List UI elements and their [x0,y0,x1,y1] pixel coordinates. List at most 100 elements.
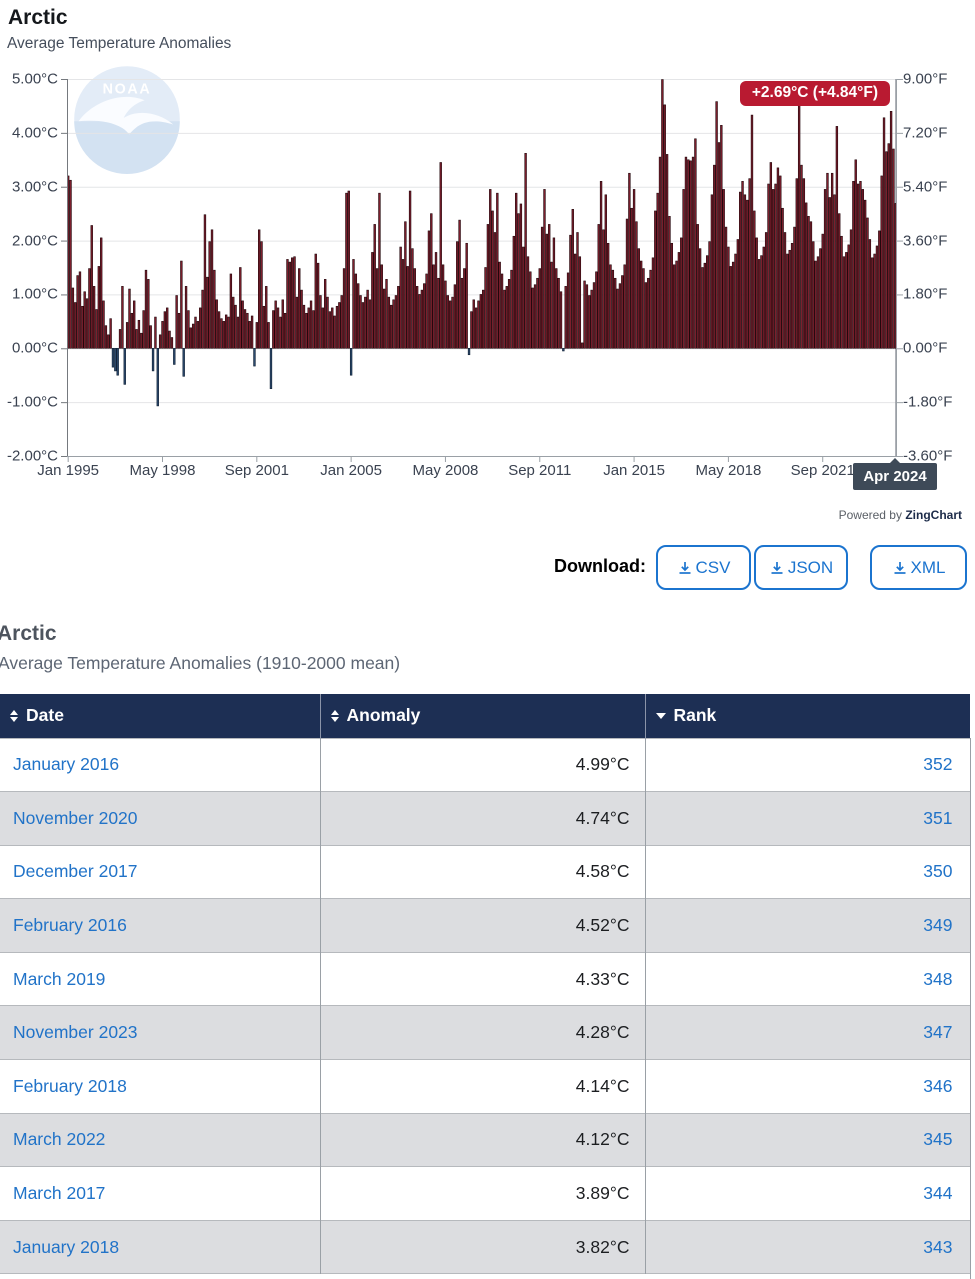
anomaly-bar[interactable] [243,309,247,349]
anomaly-bar[interactable] [555,268,558,349]
anomaly-bar[interactable] [166,307,169,349]
anomaly-bar[interactable] [458,219,461,349]
anomaly-bar[interactable] [889,111,893,349]
anomaly-bar[interactable] [875,245,879,349]
anomaly-bar[interactable] [755,237,758,349]
anomaly-bar[interactable] [540,226,544,349]
anomaly-bar[interactable] [335,305,339,349]
anomaly-bar[interactable] [427,230,431,349]
anomaly-bar[interactable] [260,241,263,349]
anomaly-bar[interactable] [286,259,289,349]
anomaly-bar[interactable] [194,316,197,349]
anomaly-bar[interactable] [602,229,605,349]
anomaly-bar[interactable] [826,172,829,349]
anomaly-bar[interactable] [717,142,721,349]
anomaly-bar[interactable] [97,266,101,349]
anomaly-bar[interactable] [420,289,424,349]
anomaly-bar[interactable] [274,300,277,349]
anomaly-bar[interactable] [871,257,874,349]
anomaly-bar[interactable] [71,287,75,349]
anomaly-bar[interactable] [92,286,96,349]
anomaly-bar[interactable] [769,162,773,349]
anomaly-bar[interactable] [743,194,747,349]
anomaly-bar[interactable] [609,264,612,349]
anomaly-bar[interactable] [783,232,787,349]
anomaly-bar[interactable] [189,327,192,349]
anomaly-bar[interactable] [399,246,402,349]
anomaly-bar[interactable] [698,248,702,349]
anomaly-bar[interactable] [404,221,407,349]
anomaly-bar[interactable] [675,260,678,349]
anomaly-bar[interactable] [493,232,497,349]
anomaly-bar[interactable] [149,325,152,349]
anomaly-bar[interactable] [380,264,383,349]
anomaly-bar[interactable] [515,192,518,349]
anomaly-bar[interactable] [81,305,84,349]
anomaly-bar[interactable] [444,280,447,349]
anomaly-bar[interactable] [691,156,695,349]
date-link[interactable]: February 2018 [13,1075,127,1096]
anomaly-bar[interactable] [498,261,501,349]
anomaly-bar[interactable] [823,189,827,349]
anomaly-bar[interactable] [571,209,574,349]
anomaly-bar[interactable] [467,347,471,356]
anomaly-bar[interactable] [611,269,615,349]
anomaly-bar[interactable] [663,104,666,349]
anomaly-bar[interactable] [425,273,428,349]
anomaly-bar[interactable] [234,304,237,349]
anomaly-bar[interactable] [545,233,549,349]
anomaly-bar[interactable] [446,295,449,349]
anomaly-bar[interactable] [552,237,556,349]
anomaly-bar[interactable] [477,300,480,349]
anomaly-bar[interactable] [408,190,412,349]
anomaly-bar[interactable] [184,286,188,349]
anomaly-bar[interactable] [564,286,567,349]
anomaly-bar[interactable] [708,241,711,349]
anomaly-bar[interactable] [779,175,782,349]
anomaly-bar[interactable] [309,300,313,349]
anomaly-bar[interactable] [866,217,869,349]
anomaly-bar[interactable] [536,277,539,349]
anomaly-bar[interactable] [116,347,119,376]
anomaly-bar[interactable] [76,275,79,349]
anomaly-bar[interactable] [144,269,148,349]
anomaly-bar[interactable] [352,259,355,349]
anomaly-bar[interactable] [687,159,690,349]
anomaly-bar[interactable] [668,216,671,349]
anomaly-bar[interactable] [397,286,400,349]
anomaly-bar[interactable] [354,273,358,349]
anomaly-bar[interactable] [114,347,117,372]
anomaly-bar[interactable] [206,276,209,349]
anomaly-bar[interactable] [856,183,860,349]
anomaly-bar[interactable] [859,181,862,349]
anomaly-bar[interactable] [227,316,230,349]
anomaly-bar[interactable] [559,291,563,349]
anomaly-bar[interactable] [774,183,777,349]
anomaly-bar[interactable] [262,305,266,349]
anomaly-bar[interactable] [316,262,320,349]
anomaly-bar[interactable] [328,311,332,349]
anomaly-bar[interactable] [474,307,478,349]
anomaly-bar[interactable] [293,256,296,349]
date-link[interactable]: March 2019 [13,968,106,989]
date-link[interactable]: December 2017 [13,861,138,882]
anomaly-bar[interactable] [562,347,565,352]
anomaly-bar[interactable] [378,192,381,349]
anomaly-bar[interactable] [713,164,716,349]
download-json-button[interactable]: JSON [754,545,848,590]
anomaly-bar[interactable] [182,347,185,377]
anomaly-bar[interactable] [168,330,171,349]
anomaly-bar[interactable] [401,259,405,349]
anomaly-bar[interactable] [248,321,251,349]
anomaly-bar[interactable] [439,162,442,349]
anomaly-bar[interactable] [861,189,864,349]
anomaly-bar[interactable] [880,175,883,349]
anomaly-bar[interactable] [222,321,225,349]
anomaly-bar[interactable] [868,239,872,349]
anomaly-bar[interactable] [606,242,610,349]
anomaly-bar[interactable] [828,197,831,349]
anomaly-bar[interactable] [566,272,570,349]
anomaly-bar[interactable] [418,294,421,349]
anomaly-bar[interactable] [715,101,718,349]
anomaly-bar[interactable] [727,246,730,349]
